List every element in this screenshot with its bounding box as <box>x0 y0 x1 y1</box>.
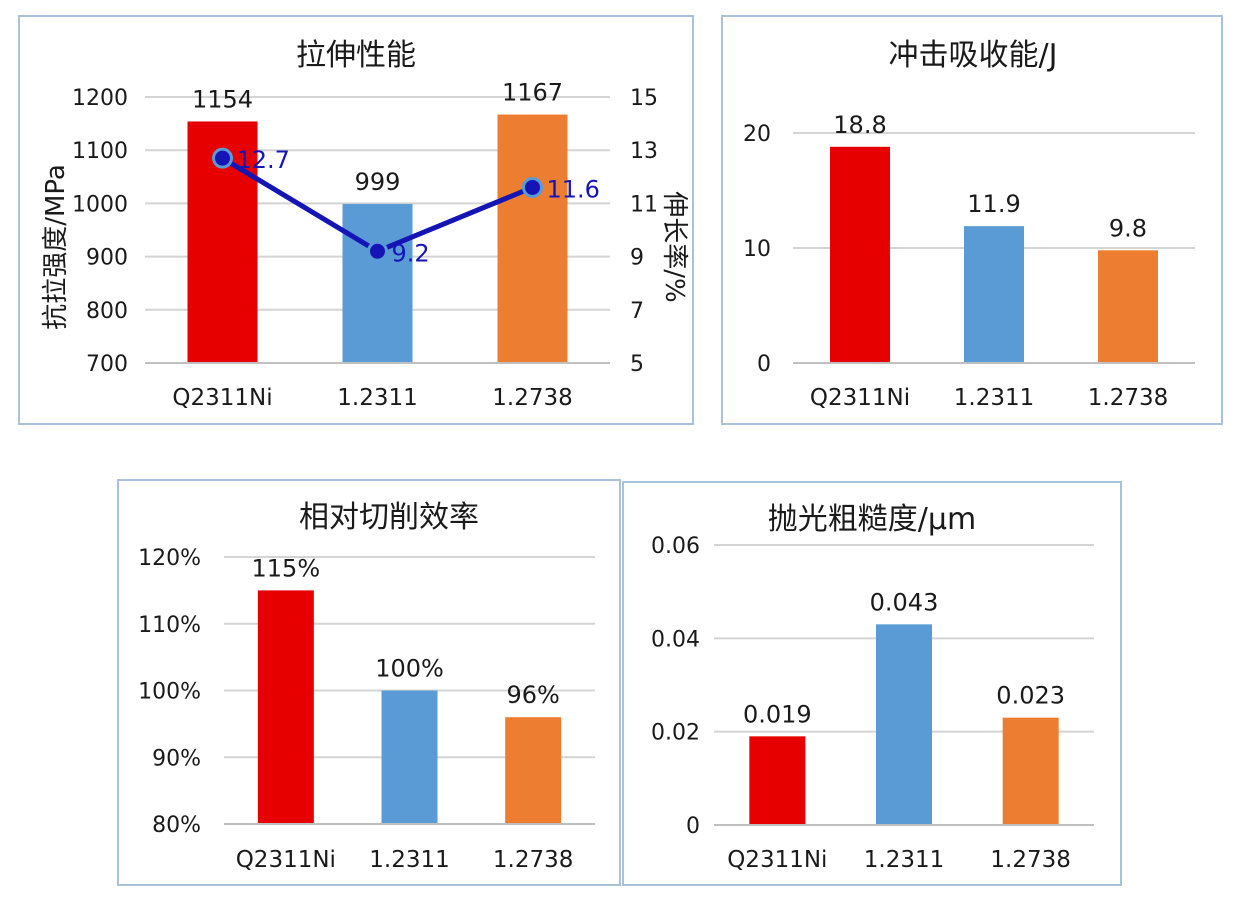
chart-title: 拉伸性能 <box>296 38 416 73</box>
bar-data-label: 9.8 <box>1109 214 1147 242</box>
x-category-label: Q2311Ni <box>727 847 827 873</box>
x-category-label: 1.2738 <box>492 385 572 411</box>
y-tick-label: 0.02 <box>651 721 700 746</box>
y-tick-label: 800 <box>86 299 128 324</box>
y-tick-label: 1000 <box>72 192 128 217</box>
bar-data-label: 0.019 <box>743 700 812 728</box>
bar <box>749 736 806 825</box>
line-point <box>367 240 388 262</box>
chart-cutting-panel: 相对切削效率 80% 90% 100% 110% 120% 115% 100% 96% Q2… <box>117 479 621 886</box>
y-tick-label: 1100 <box>72 139 128 164</box>
bar-data-label: 999 <box>355 168 401 196</box>
bar <box>381 690 438 824</box>
y-tick-label: 0 <box>757 352 771 377</box>
chart-cutting: 相对切削效率 80% 90% 100% 110% 120% 115% 100% 96% Q2… <box>138 500 595 873</box>
x-category-label: Q2311Ni <box>810 385 910 411</box>
line-data-label: 9.2 <box>392 239 430 267</box>
y-tick-label: 120% <box>138 546 201 571</box>
y2-tick-label: 13 <box>630 139 658 164</box>
bar <box>1002 717 1059 825</box>
line-point <box>212 147 233 169</box>
y2-tick-label: 15 <box>630 86 658 111</box>
bar-data-label: 1154 <box>192 85 253 113</box>
x-category-label: 1.2311 <box>864 847 944 873</box>
y-tick-label: 10 <box>743 237 771 262</box>
y2-tick-label: 5 <box>630 352 644 377</box>
chart-tensile: 拉伸性能 700 800 900 1000 1100 1200 5 7 9 11 13 15 115… <box>41 38 689 411</box>
x-category-label: 1.2311 <box>369 847 449 873</box>
bar <box>876 624 932 825</box>
y2-tick-label: 11 <box>630 192 658 217</box>
y-tick-label: 900 <box>86 246 128 271</box>
chart-tensile-panel: 拉伸性能 700 800 900 1000 1100 1200 5 7 9 11 13 15 115… <box>18 15 694 425</box>
bar-data-label: 11.9 <box>967 190 1020 218</box>
chart-title: 抛光粗糙度/μm <box>768 502 976 537</box>
y-tick-label: 20 <box>743 122 771 147</box>
bar <box>1098 250 1158 363</box>
chart-title: 相对切削效率 <box>299 500 479 535</box>
y-tick-label: 700 <box>86 352 128 377</box>
line-data-label: 11.6 <box>547 175 600 203</box>
bar-data-label: 115% <box>252 554 321 582</box>
line-data-label: 12.7 <box>237 146 290 174</box>
y-tick-label: 0 <box>686 814 700 839</box>
bar-data-label: 0.043 <box>870 588 939 616</box>
x-category-label: 1.2311 <box>337 385 417 411</box>
y-axis-label: 抗拉强度/MPa <box>41 164 71 330</box>
bar <box>964 226 1024 363</box>
bar-data-label: 18.8 <box>833 111 886 139</box>
chart-roughness: 抛光粗糙度/μm 0 0.02 0.04 0.06 0.019 0.043 0.023 Q… <box>651 502 1094 873</box>
bar-data-label: 1167 <box>502 79 563 107</box>
bar-data-label: 96% <box>506 681 559 709</box>
x-category-label: Q2311Ni <box>236 847 336 873</box>
x-category-label: 1.2738 <box>493 847 573 873</box>
chart-impact: 冲击吸收能/J 0 10 20 18.8 11.9 9.8 Q2311Ni 1.2311 1… <box>743 38 1195 411</box>
x-category-label: Q2311Ni <box>172 385 272 411</box>
x-category-label: 1.2738 <box>1088 385 1168 411</box>
line-point <box>522 176 543 198</box>
bar <box>505 717 562 824</box>
bar <box>830 146 890 363</box>
y-tick-label: 1200 <box>72 86 128 111</box>
chart-title: 冲击吸收能/J <box>889 38 1058 73</box>
y2-axis-label: 伸长率/% <box>659 191 689 302</box>
x-category-label: 1.2738 <box>990 847 1070 873</box>
y-tick-label: 0.04 <box>651 627 700 652</box>
bar-data-label: 0.023 <box>996 682 1065 710</box>
x-category-label: 1.2311 <box>954 385 1034 411</box>
y-tick-label: 90% <box>152 746 201 771</box>
y-tick-label: 80% <box>152 813 201 838</box>
chart-impact-panel: 冲击吸收能/J 0 10 20 18.8 11.9 9.8 Q2311Ni 1.2311 1… <box>721 15 1223 425</box>
bar <box>342 203 413 363</box>
bar-data-label: 100% <box>375 655 444 683</box>
bar <box>497 114 568 363</box>
bar <box>257 590 314 824</box>
chart-roughness-panel: 抛光粗糙度/μm 0 0.02 0.04 0.06 0.019 0.043 0.023 Q… <box>622 481 1122 886</box>
y-tick-label: 100% <box>138 680 201 705</box>
y2-tick-label: 9 <box>630 246 644 271</box>
y2-tick-label: 7 <box>630 299 644 324</box>
y-tick-label: 0.06 <box>651 534 700 559</box>
y-tick-label: 110% <box>138 613 201 638</box>
